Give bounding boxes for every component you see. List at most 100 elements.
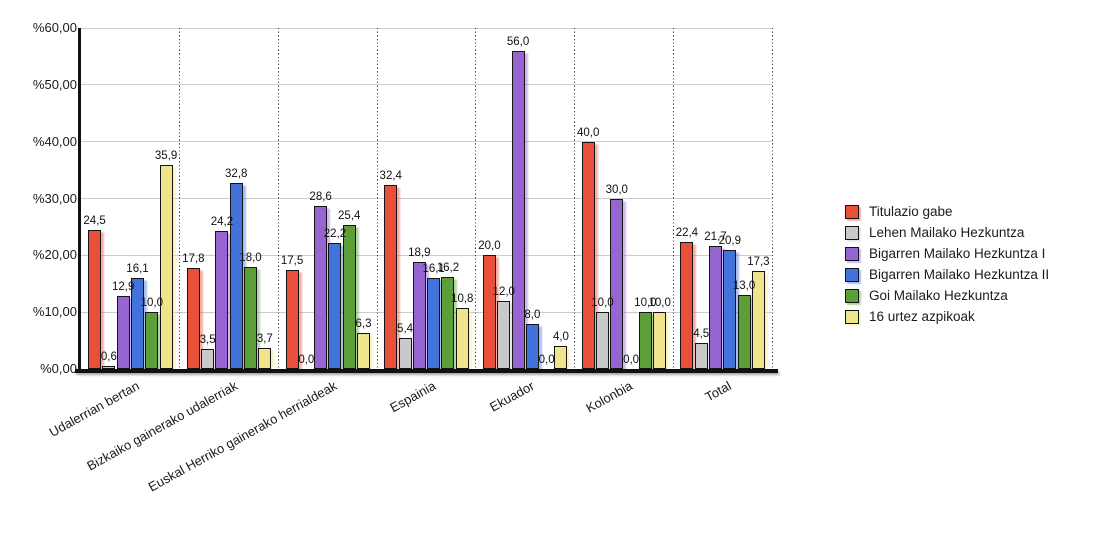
bar	[215, 231, 229, 369]
bar	[258, 347, 272, 369]
bar-value-label: 16,1	[126, 262, 149, 275]
bar	[680, 241, 694, 369]
legend-item: 16 urtez azpikoak	[845, 306, 1049, 327]
legend-color-swatch	[845, 267, 859, 282]
bar-value-label: 22,2	[323, 227, 347, 240]
bar	[412, 261, 426, 369]
bar-value-label: 0,6	[100, 350, 117, 363]
bar-value-label: 24,2	[210, 216, 234, 229]
bar	[441, 276, 455, 369]
bar	[427, 277, 441, 369]
legend-color-swatch	[845, 288, 859, 303]
bar-value-label: 20,9	[718, 235, 741, 248]
x-category-label: Euskal Herriko gainerako herrialdeak	[145, 378, 340, 495]
bar	[102, 365, 116, 369]
gridline	[81, 254, 772, 256]
legend-item-label: Titulazio gabe	[869, 204, 953, 219]
y-axis	[77, 28, 81, 373]
legend-item-label: Lehen Mailako Hezkuntza	[869, 225, 1025, 240]
bar-value-label: 13,0	[732, 280, 756, 293]
bar	[638, 312, 652, 369]
group-separator	[672, 28, 674, 369]
bar-value-label: 4,5	[693, 328, 710, 341]
gridline	[81, 84, 772, 86]
x-category-label: Udalerrian bertan	[46, 378, 142, 440]
x-category-label: Total	[702, 378, 734, 405]
bar	[554, 346, 568, 369]
bar	[511, 50, 525, 369]
bar-value-label: 16,1	[422, 262, 445, 275]
x-category-label: Espainia	[386, 378, 438, 416]
bar-value-label: 21,7	[704, 230, 727, 243]
bar	[384, 184, 398, 369]
y-tick-label: %40,00	[32, 133, 77, 149]
legend-color-swatch	[845, 309, 859, 324]
bar	[610, 198, 624, 369]
bar-value-label: 10,0	[140, 297, 163, 310]
bar	[131, 277, 144, 369]
bar	[595, 312, 609, 369]
bar-value-label: 0,0	[623, 354, 640, 366]
bar	[357, 333, 371, 369]
bar-value-label: 12,9	[112, 280, 135, 293]
bar-value-label: 40,0	[576, 126, 600, 139]
bar-value-label: 3,7	[256, 332, 273, 345]
bar	[482, 255, 496, 369]
legend-item-label: 16 urtez azpikoak	[869, 309, 975, 324]
bar-value-label: 56,0	[506, 35, 530, 48]
bar-value-label: 3,5	[199, 334, 216, 347]
legend-item-label: Bigarren Mailako Hezkuntza II	[869, 267, 1050, 282]
bar-value-label: 32,8	[225, 167, 248, 180]
legend-color-swatch	[845, 204, 859, 219]
bar	[145, 312, 159, 369]
legend-item: Bigarren Mailako Hezkuntza I	[845, 243, 1049, 264]
bar	[737, 295, 751, 369]
bar	[116, 295, 130, 369]
bar-value-label: 35,9	[154, 149, 178, 162]
legend-color-swatch	[845, 225, 859, 240]
bar-value-label: 6,3	[355, 318, 372, 331]
y-tick-label: %20,00	[32, 247, 77, 263]
y-tick-label: %60,00	[32, 20, 77, 35]
bar-value-label: 10,8	[451, 292, 474, 305]
bar-value-label: 17,3	[747, 255, 770, 268]
group-separator	[179, 28, 181, 369]
bar-value-label: 10,0	[634, 297, 657, 310]
group-separator	[771, 28, 773, 369]
bar	[244, 266, 258, 369]
legend-color-swatch	[845, 246, 859, 261]
bar-value-label: 20,0	[478, 240, 501, 253]
bar	[328, 242, 342, 369]
bar-value-label: 10,0	[591, 297, 614, 310]
bar	[751, 270, 765, 369]
plot-area: 24,5 0,6 12,9 16,1 10,0 35,9 17,8 3,5 24,2 32,8 18…	[75, 27, 778, 373]
group-separator	[574, 28, 576, 369]
bar-value-label: 4,0	[552, 331, 569, 344]
legend-item: Lehen Mailako Hezkuntza	[845, 222, 1049, 243]
x-category-label: Kolonbia	[583, 378, 636, 416]
bar-value-label: 28,6	[309, 191, 332, 204]
bar	[342, 224, 356, 369]
legend-item: Bigarren Mailako Hezkuntza II	[845, 264, 1049, 285]
bar-value-label: 22,4	[675, 226, 699, 239]
bar-value-label: 18,0	[239, 251, 262, 264]
y-tick-label: %50,00	[32, 76, 77, 92]
legend: Titulazio gabe Lehen Mailako Hezkuntza Big…	[845, 201, 1049, 327]
bar	[455, 307, 469, 369]
gridline	[81, 198, 772, 199]
legend-item: Titulazio gabe	[845, 201, 1049, 222]
bar	[723, 250, 737, 369]
bar	[497, 300, 511, 369]
bar-value-label: 17,8	[182, 252, 205, 265]
x-axis	[75, 369, 778, 373]
bar	[581, 141, 595, 369]
bar	[201, 349, 215, 369]
bar-value-label: 25,4	[338, 209, 361, 222]
legend-item-label: Bigarren Mailako Hezkuntza I	[869, 246, 1046, 261]
bar	[285, 269, 299, 369]
bar-value-label: 32,4	[379, 169, 402, 182]
legend-item: Goi Mailako Hezkuntza	[845, 285, 1049, 306]
bar-value-label: 0,0	[298, 354, 315, 366]
y-tick-label: %30,00	[32, 190, 77, 206]
